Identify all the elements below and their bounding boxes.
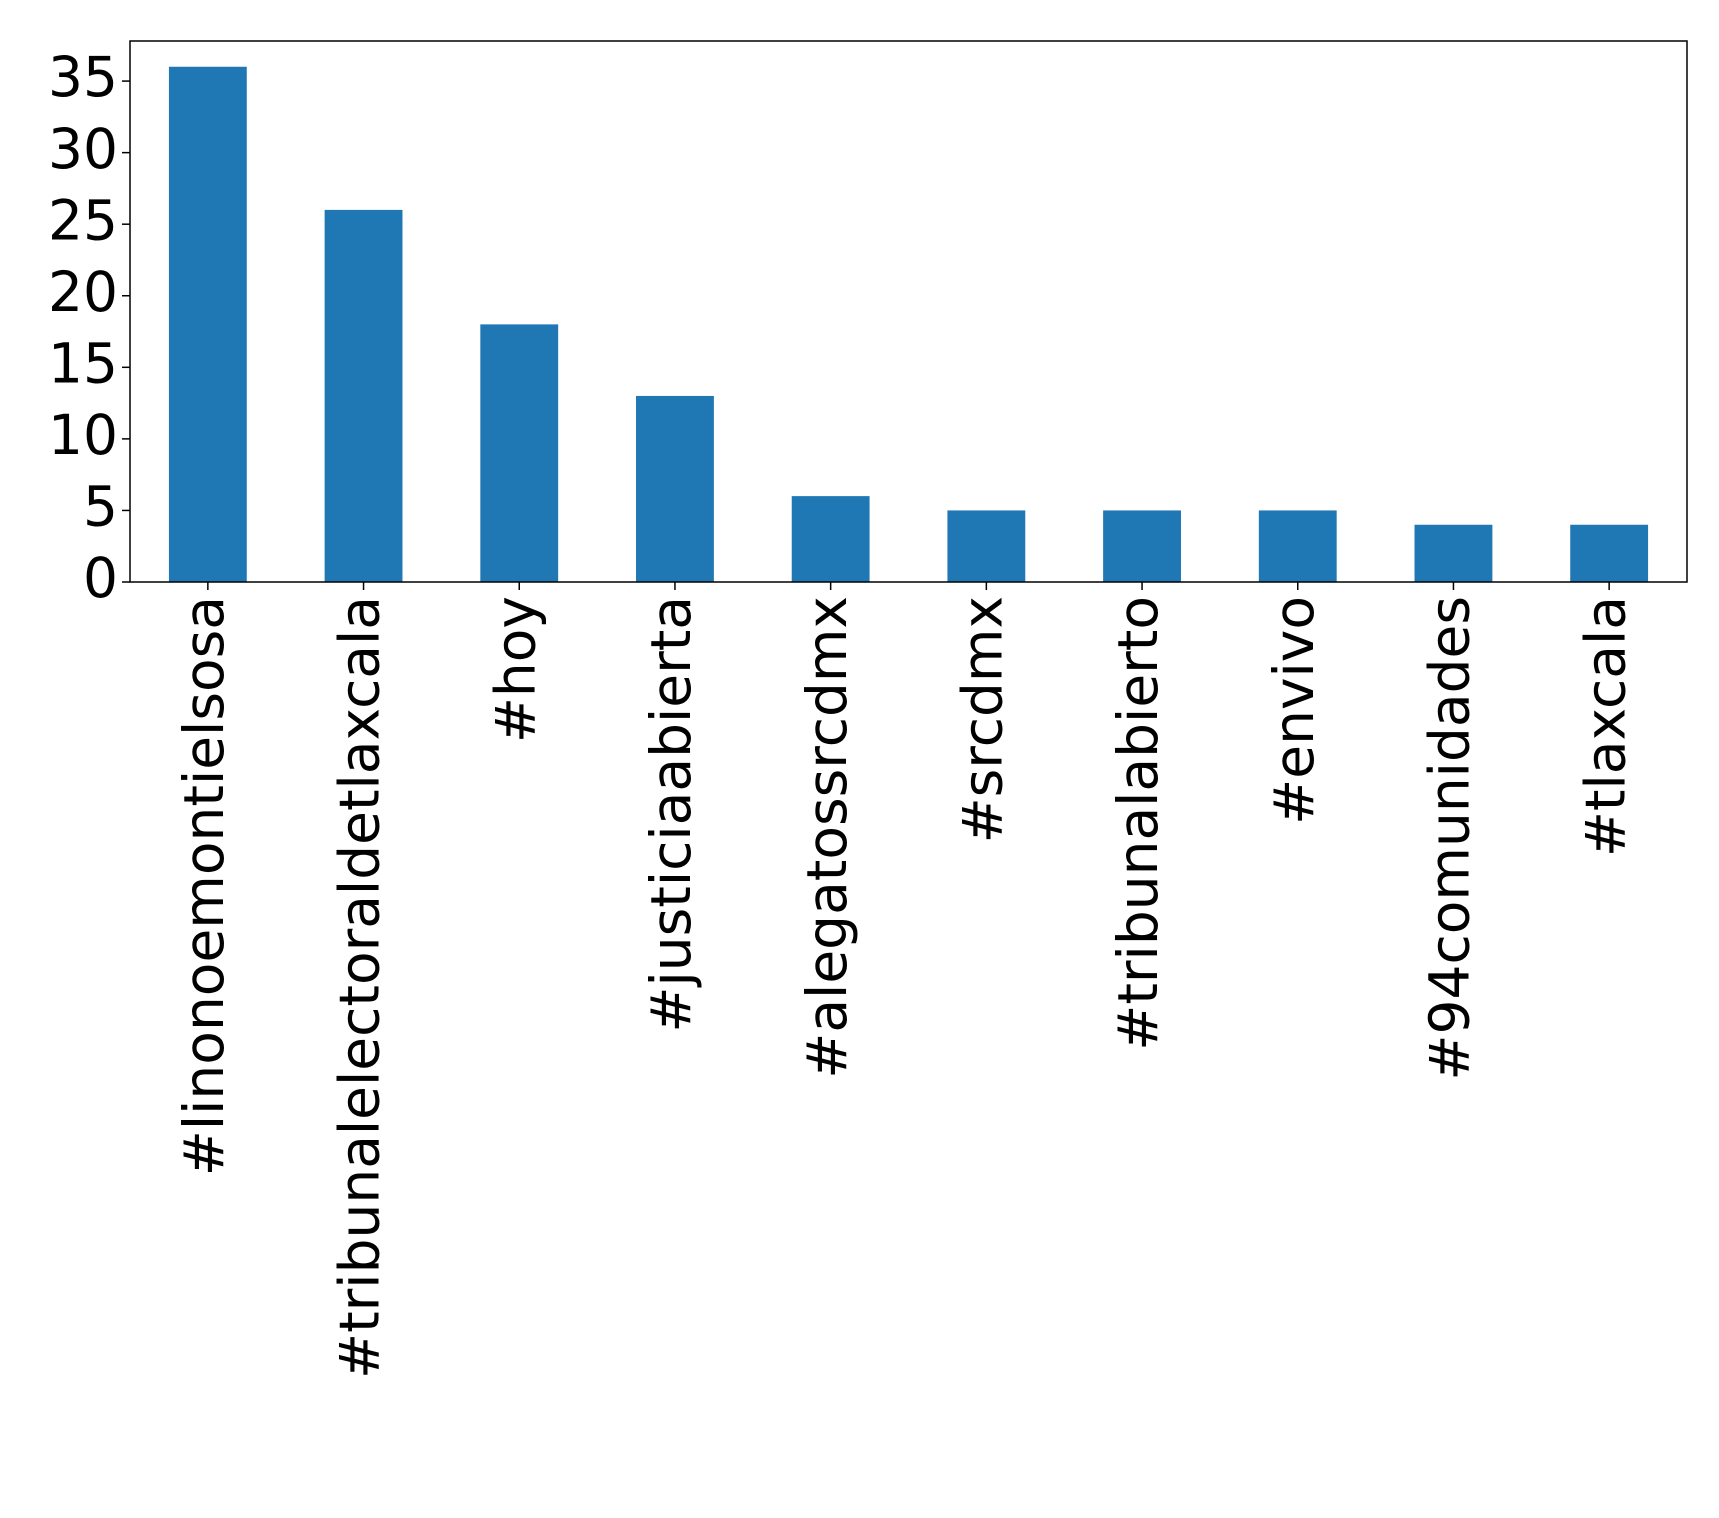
bar	[947, 510, 1026, 582]
y-tick-label: 0	[83, 546, 118, 610]
bar	[480, 324, 559, 582]
plot-frame	[129, 40, 1688, 583]
x-tick-label: #hoy	[483, 596, 547, 743]
bar	[1258, 510, 1337, 582]
y-tick-label: 15	[48, 331, 118, 395]
x-tick-label: #tribunalelectoraldetlaxcala	[328, 596, 392, 1379]
x-tick-label: #tribunalabierto	[1106, 596, 1170, 1051]
bar	[636, 395, 714, 582]
bar	[1414, 524, 1493, 582]
bar	[168, 66, 247, 582]
bar	[1103, 510, 1181, 582]
y-tick-label: 20	[48, 260, 118, 324]
y-tick-label: 10	[48, 403, 118, 467]
x-tick-label: #srcdmx	[950, 596, 1014, 843]
x-tick-label: #alegatossrcdmx	[795, 596, 859, 1079]
x-tick-label: #tlaxcala	[1573, 596, 1637, 857]
bar	[1570, 524, 1649, 582]
x-tick-label: #justiciaabierta	[639, 596, 703, 1033]
x-tick-label: #envivo	[1262, 596, 1326, 825]
y-tick-label: 25	[48, 188, 118, 252]
y-tick-label: 5	[83, 475, 118, 539]
y-tick-label: 35	[48, 45, 118, 109]
bar	[324, 209, 403, 582]
y-tick-label: 30	[48, 117, 118, 181]
x-tick-label: #linonoemontielsosa	[172, 596, 236, 1176]
x-tick-label: #94comunidades	[1418, 596, 1482, 1081]
bar	[791, 496, 870, 582]
